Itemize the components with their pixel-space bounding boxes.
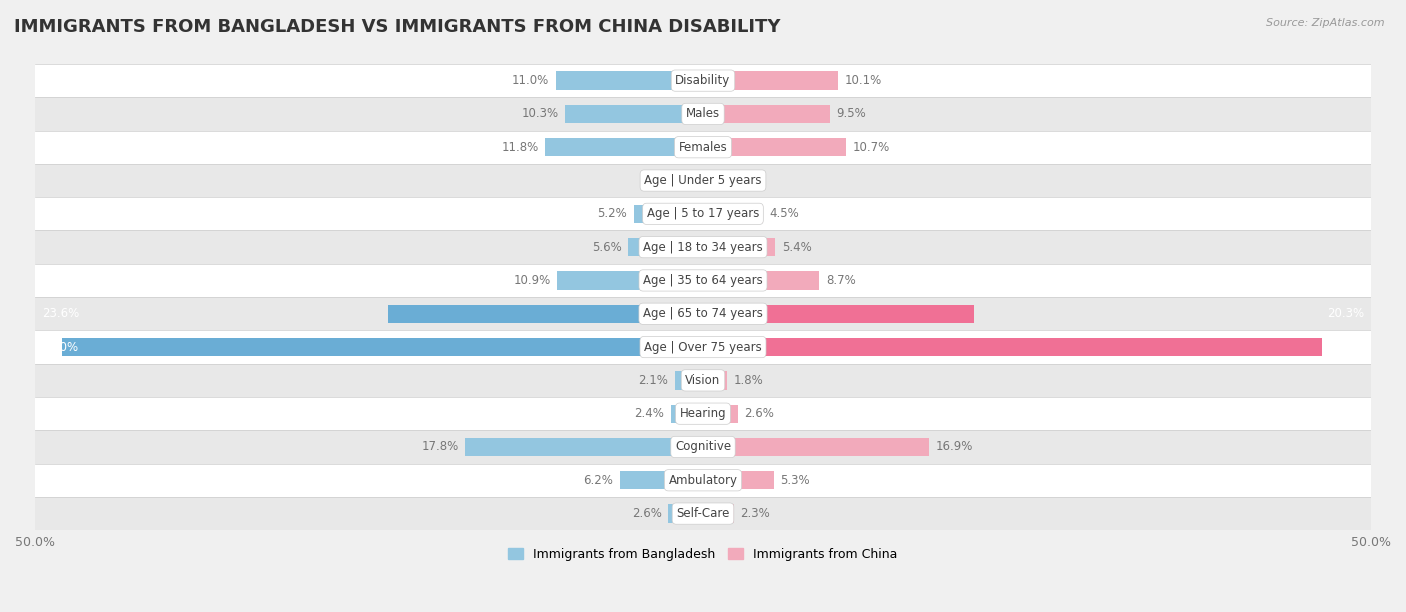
Text: 10.9%: 10.9% bbox=[513, 274, 551, 287]
Bar bbox=[546, 138, 703, 157]
Bar bbox=[35, 97, 1371, 130]
Text: 5.6%: 5.6% bbox=[592, 241, 621, 253]
Bar bbox=[565, 105, 703, 123]
Text: 10.3%: 10.3% bbox=[522, 108, 558, 121]
Text: 5.4%: 5.4% bbox=[782, 241, 811, 253]
Bar bbox=[692, 171, 703, 190]
Text: 9.5%: 9.5% bbox=[837, 108, 866, 121]
Text: 8.7%: 8.7% bbox=[825, 274, 856, 287]
Text: 10.7%: 10.7% bbox=[852, 141, 890, 154]
Bar bbox=[668, 504, 703, 523]
Text: 23.6%: 23.6% bbox=[42, 307, 79, 320]
Bar bbox=[35, 364, 1371, 397]
Text: 0.96%: 0.96% bbox=[723, 174, 759, 187]
Text: Age | 18 to 34 years: Age | 18 to 34 years bbox=[643, 241, 763, 253]
Bar bbox=[703, 338, 1322, 356]
Bar bbox=[703, 138, 846, 157]
Text: 4.5%: 4.5% bbox=[770, 207, 800, 220]
Bar bbox=[465, 438, 703, 456]
Bar bbox=[35, 330, 1371, 364]
Bar bbox=[703, 204, 763, 223]
Bar bbox=[703, 171, 716, 190]
Bar bbox=[35, 264, 1371, 297]
Text: Age | 35 to 64 years: Age | 35 to 64 years bbox=[643, 274, 763, 287]
Bar bbox=[620, 471, 703, 490]
Text: 5.3%: 5.3% bbox=[780, 474, 810, 487]
Text: Ambulatory: Ambulatory bbox=[668, 474, 738, 487]
Bar bbox=[35, 397, 1371, 430]
Text: Cognitive: Cognitive bbox=[675, 441, 731, 453]
Legend: Immigrants from Bangladesh, Immigrants from China: Immigrants from Bangladesh, Immigrants f… bbox=[503, 543, 903, 566]
Bar bbox=[703, 72, 838, 90]
Bar bbox=[671, 405, 703, 423]
Text: 2.6%: 2.6% bbox=[631, 507, 662, 520]
Bar bbox=[703, 238, 775, 256]
Text: Age | Over 75 years: Age | Over 75 years bbox=[644, 340, 762, 354]
Bar bbox=[35, 231, 1371, 264]
Bar bbox=[35, 297, 1371, 330]
Text: 11.0%: 11.0% bbox=[512, 74, 550, 87]
Text: 1.8%: 1.8% bbox=[734, 374, 763, 387]
Text: 2.4%: 2.4% bbox=[634, 407, 664, 420]
Text: 5.2%: 5.2% bbox=[598, 207, 627, 220]
Bar bbox=[634, 204, 703, 223]
Bar bbox=[703, 504, 734, 523]
Bar bbox=[703, 405, 738, 423]
Text: 20.3%: 20.3% bbox=[1327, 307, 1364, 320]
Bar bbox=[35, 464, 1371, 497]
Text: Vision: Vision bbox=[685, 374, 721, 387]
Text: 48.0%: 48.0% bbox=[42, 340, 79, 354]
Bar bbox=[35, 130, 1371, 164]
Text: 0.85%: 0.85% bbox=[648, 174, 685, 187]
Text: IMMIGRANTS FROM BANGLADESH VS IMMIGRANTS FROM CHINA DISABILITY: IMMIGRANTS FROM BANGLADESH VS IMMIGRANTS… bbox=[14, 18, 780, 36]
Text: Self-Care: Self-Care bbox=[676, 507, 730, 520]
Text: Age | 65 to 74 years: Age | 65 to 74 years bbox=[643, 307, 763, 320]
Text: 2.6%: 2.6% bbox=[744, 407, 775, 420]
Text: 17.8%: 17.8% bbox=[422, 441, 458, 453]
Text: 16.9%: 16.9% bbox=[935, 441, 973, 453]
Bar bbox=[703, 371, 727, 389]
Bar bbox=[35, 497, 1371, 530]
Text: Source: ZipAtlas.com: Source: ZipAtlas.com bbox=[1267, 18, 1385, 28]
Text: 11.8%: 11.8% bbox=[502, 141, 538, 154]
Text: 2.1%: 2.1% bbox=[638, 374, 668, 387]
Text: 6.2%: 6.2% bbox=[583, 474, 613, 487]
Bar bbox=[62, 338, 703, 356]
Bar bbox=[35, 197, 1371, 231]
Bar bbox=[703, 438, 929, 456]
Text: Males: Males bbox=[686, 108, 720, 121]
Bar bbox=[703, 305, 974, 323]
Bar bbox=[35, 64, 1371, 97]
Bar bbox=[703, 271, 820, 289]
Text: Age | Under 5 years: Age | Under 5 years bbox=[644, 174, 762, 187]
Text: 2.3%: 2.3% bbox=[741, 507, 770, 520]
Bar bbox=[675, 371, 703, 389]
Bar bbox=[555, 72, 703, 90]
Bar bbox=[703, 471, 773, 490]
Bar bbox=[557, 271, 703, 289]
Bar bbox=[35, 430, 1371, 464]
Bar bbox=[35, 164, 1371, 197]
Text: Females: Females bbox=[679, 141, 727, 154]
Bar bbox=[388, 305, 703, 323]
Bar bbox=[628, 238, 703, 256]
Text: Hearing: Hearing bbox=[679, 407, 727, 420]
Text: Disability: Disability bbox=[675, 74, 731, 87]
Text: 46.3%: 46.3% bbox=[1327, 340, 1364, 354]
Text: 10.1%: 10.1% bbox=[845, 74, 882, 87]
Bar bbox=[703, 105, 830, 123]
Text: Age | 5 to 17 years: Age | 5 to 17 years bbox=[647, 207, 759, 220]
